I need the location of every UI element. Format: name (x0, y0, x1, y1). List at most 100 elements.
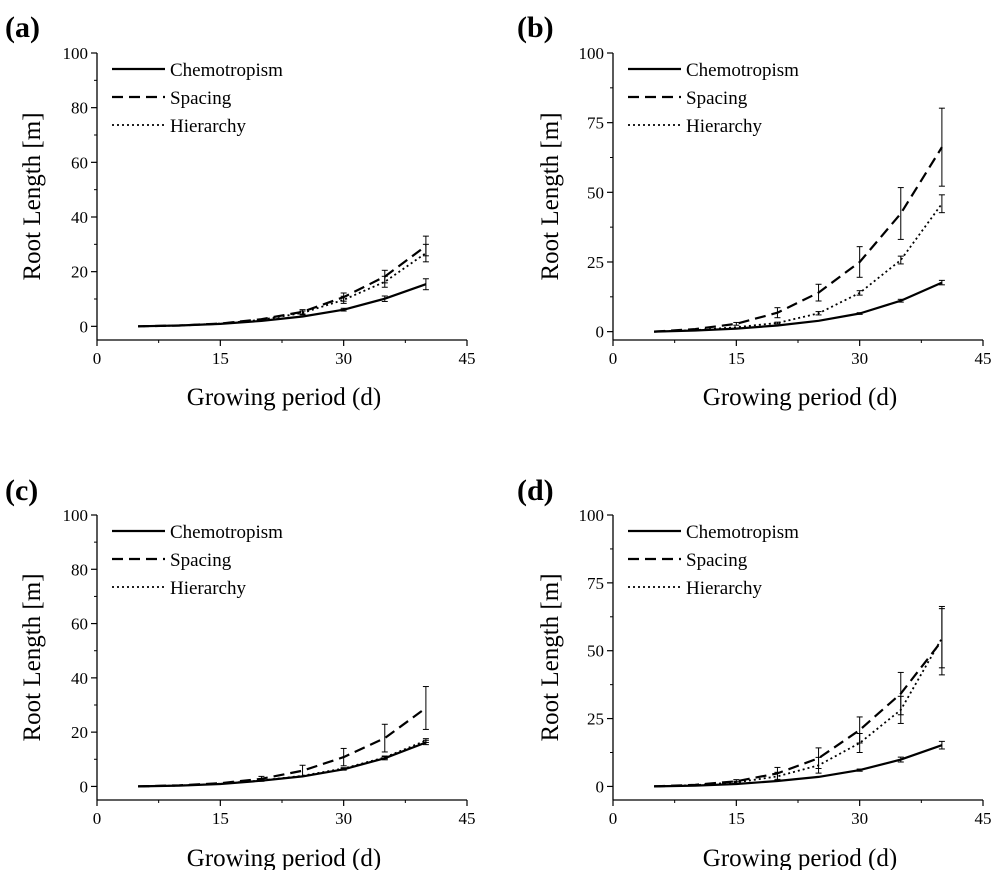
error-bar-hierarchy (340, 767, 347, 770)
legend: Chemotropism Spacing Hierarchy (112, 60, 283, 137)
x-tick-label: 0 (93, 349, 102, 368)
panel-4: (d) 0 25 50 75 100 0 15 30 45 Growing period (d) Ro… (517, 474, 992, 872)
y-tick-label: 20 (71, 263, 88, 282)
series-line-hierarchy (654, 637, 943, 788)
series-chemotropism (654, 279, 945, 333)
y-tick-label: 25 (587, 253, 604, 272)
y-tick-label: 50 (587, 642, 604, 661)
y-axis-title: Root Length [m] (19, 573, 46, 741)
y-axis-title: Root Length [m] (537, 112, 564, 280)
series-line-spacing (654, 146, 943, 333)
series-line-chemotropism (654, 281, 943, 333)
y-tick-label: 75 (587, 114, 604, 133)
panel-label: (d) (517, 474, 554, 507)
x-axis-title: Growing period (d) (187, 384, 381, 411)
x-tick-label: 30 (851, 809, 868, 828)
x-tick-label: 45 (975, 349, 992, 368)
error-bar-spacing (897, 187, 904, 240)
error-bar-hierarchy (897, 255, 904, 265)
x-tick-label: 0 (93, 809, 102, 828)
series-line-chemotropism (138, 283, 427, 328)
error-bar-chemotropism (856, 312, 863, 315)
y-tick-label: 100 (579, 44, 605, 63)
panel-label: (b) (517, 11, 554, 44)
x-tick-label: 15 (212, 349, 229, 368)
series-hierarchy (654, 608, 945, 788)
series-line-spacing (138, 245, 427, 328)
series-hierarchy (138, 738, 429, 788)
y-tick-label: 0 (80, 777, 89, 796)
panel-label: (c) (5, 474, 38, 507)
legend-label: Hierarchy (686, 116, 762, 137)
y-tick-label: 75 (587, 574, 604, 593)
y-tick-label: 50 (587, 183, 604, 202)
x-tick-label: 0 (609, 809, 618, 828)
error-bar-spacing (774, 307, 781, 319)
y-tick-label: 80 (71, 99, 88, 118)
legend-label: Hierarchy (170, 578, 246, 599)
series-chemotropism (654, 740, 945, 788)
x-tick-label: 30 (851, 349, 868, 368)
y-tick-label: 80 (71, 560, 88, 579)
y-tick-label: 60 (71, 615, 88, 634)
error-bar-chemotropism (856, 768, 863, 772)
y-tick-label: 100 (63, 506, 89, 525)
panel-label: (a) (5, 11, 40, 44)
y-axis-title: Root Length [m] (537, 573, 564, 741)
y-axis-title: Root Length [m] (19, 112, 46, 280)
y-tick-label: 20 (71, 723, 88, 742)
x-tick-label: 45 (459, 349, 476, 368)
series-spacing (138, 686, 429, 788)
legend-label: Spacing (170, 550, 232, 571)
error-bar-spacing (340, 747, 347, 767)
legend-label: Chemotropism (170, 522, 283, 543)
legend-label: Spacing (170, 88, 232, 109)
legend-label: Hierarchy (170, 116, 246, 137)
legend: Chemotropism Spacing Hierarchy (628, 522, 799, 599)
x-tick-label: 15 (728, 349, 745, 368)
y-tick-label: 40 (71, 669, 88, 688)
x-tick-label: 45 (975, 809, 992, 828)
error-bar-hierarchy (774, 321, 781, 325)
error-bar-hierarchy (938, 194, 945, 214)
panel-1: (a) 0 20 40 60 80 100 0 15 30 45 Growing period (d)… (5, 11, 476, 411)
error-bar-hierarchy (299, 310, 306, 316)
error-bar-hierarchy (856, 290, 863, 296)
legend-label: Spacing (686, 550, 748, 571)
series-line-hierarchy (138, 252, 427, 328)
error-bar-chemotropism (340, 307, 347, 312)
error-bar-spacing (422, 686, 429, 730)
x-tick-label: 45 (459, 809, 476, 828)
series-line-chemotropism (654, 744, 943, 788)
y-tick-label: 0 (596, 777, 605, 796)
series-chemotropism (138, 278, 429, 328)
x-axis-title: Growing period (d) (703, 384, 897, 411)
error-bar-hierarchy (815, 756, 822, 774)
error-bar-hierarchy (733, 780, 740, 784)
error-bar-chemotropism (897, 756, 904, 763)
y-tick-label: 25 (587, 710, 604, 729)
error-bar-hierarchy (340, 295, 347, 304)
error-bar-hierarchy (381, 275, 388, 288)
error-bar-hierarchy (938, 608, 945, 669)
legend-label: Hierarchy (686, 578, 762, 599)
legend: Chemotropism Spacing Hierarchy (112, 522, 283, 599)
y-tick-label: 100 (63, 44, 89, 63)
legend-label: Chemotropism (686, 60, 799, 81)
y-tick-label: 40 (71, 208, 88, 227)
error-bar-hierarchy (422, 243, 429, 263)
x-tick-label: 15 (728, 809, 745, 828)
y-tick-label: 0 (596, 323, 605, 342)
series-line-chemotropism (138, 741, 427, 788)
legend-label: Chemotropism (686, 522, 799, 543)
x-axis-title: Growing period (d) (187, 845, 381, 870)
error-bar-chemotropism (381, 295, 388, 302)
x-axis-title: Growing period (d) (703, 845, 897, 870)
legend-label: Spacing (686, 88, 748, 109)
series-line-spacing (138, 707, 427, 788)
error-bar-hierarchy (897, 695, 904, 724)
error-bar-spacing (381, 723, 388, 753)
series-hierarchy (138, 243, 429, 328)
